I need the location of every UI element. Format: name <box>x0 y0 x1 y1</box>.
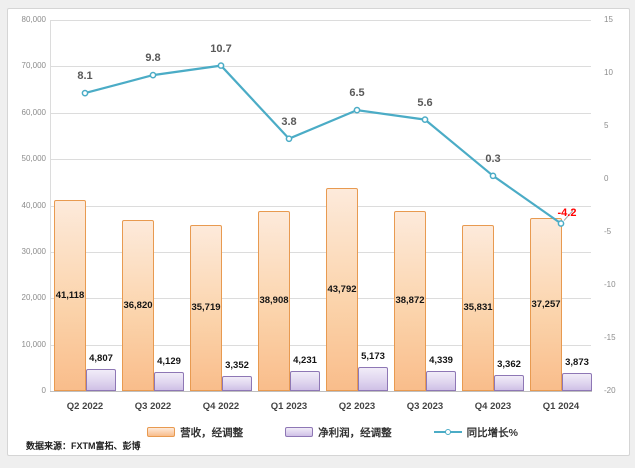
bar-value-label: 3,362 <box>497 359 521 371</box>
revenue-bar <box>122 220 154 391</box>
bar-value-label: 35,719 <box>191 302 221 314</box>
right-axis-tick: -10 <box>604 280 616 289</box>
revenue-bar <box>530 218 562 391</box>
legend-item-net-profit: 净利润，经调整 <box>285 425 392 440</box>
right-axis-tick: 0 <box>604 174 609 183</box>
bar-value-label: 41,118 <box>55 289 85 301</box>
net-profit-bar <box>290 371 320 391</box>
gridline <box>50 66 591 68</box>
bar-value-label: 38,872 <box>395 294 425 306</box>
gridline <box>50 298 591 300</box>
x-axis-label: Q4 2023 <box>474 401 512 412</box>
right-axis-tick: 10 <box>604 68 613 77</box>
revenue-bar <box>394 210 426 391</box>
chart-frame: 80,000 70,000 60,000 50,000 40,000 30,000 20,0… <box>7 8 630 456</box>
legend-item-yoy-growth: 同比增长% <box>433 425 518 440</box>
net-profit-bar <box>426 370 456 391</box>
yoy-value-label: 8.1 <box>77 70 93 83</box>
yoy-marker <box>421 116 429 123</box>
bar-value-label: 3,352 <box>225 359 249 371</box>
legend: 营收，经调整 净利润，经调整 同比增长% <box>8 424 629 440</box>
left-axis-line <box>50 20 51 391</box>
yoy-value-label: 6.5 <box>349 87 365 100</box>
yoy-marker <box>489 172 497 180</box>
right-axis-tick: 5 <box>604 121 609 130</box>
bar-value-label: 5,173 <box>361 351 385 362</box>
bar-value-label: 36,820 <box>123 299 153 311</box>
bar-value-label: 3,873 <box>565 357 589 368</box>
left-axis-tick: 40,000 <box>21 200 46 210</box>
net-profit-bar <box>222 375 252 391</box>
yoy-line-marker-icon <box>433 427 462 437</box>
bar-value-label: 4,129 <box>157 355 181 367</box>
bar-value-label: 4,807 <box>89 352 113 364</box>
x-axis-label: Q2 2023 <box>338 401 376 412</box>
yoy-line <box>84 64 562 225</box>
net-profit-bar <box>86 368 116 391</box>
left-axis-tick: 10,000 <box>21 339 46 349</box>
x-axis-label: Q1 2024 <box>542 401 580 412</box>
left-axis-tick: 50,000 <box>21 154 46 164</box>
source-note: 数据来源：FXTM富拓、彭博 <box>26 441 141 451</box>
gridline <box>50 20 591 21</box>
bar-value-label: 37,257 <box>531 298 561 310</box>
left-axis-tick: 80,000 <box>21 15 46 24</box>
net-profit-bar <box>494 375 524 391</box>
left-axis-tick: 30,000 <box>21 246 46 256</box>
yoy-value-label: 9.8 <box>145 52 161 65</box>
yoy-marker <box>81 89 89 97</box>
net-profit-bar <box>562 373 592 391</box>
yoy-value-label: 5.6 <box>417 96 433 109</box>
right-axis-tick: -15 <box>604 333 616 342</box>
left-axis-tick: 70,000 <box>21 61 46 71</box>
net-profit-swatch-icon <box>285 427 314 437</box>
gridline <box>50 251 591 253</box>
legend-item-revenue: 营收，经调整 <box>147 425 243 440</box>
x-axis-label: Q3 2023 <box>406 401 444 412</box>
bar-value-label: 4,339 <box>429 354 453 366</box>
legend-label-revenue: 营收，经调整 <box>180 426 244 439</box>
revenue-swatch-icon <box>147 427 176 437</box>
bar-value-label: 35,831 <box>463 301 493 313</box>
right-axis-tick: -20 <box>604 386 616 395</box>
x-axis-label: Q1 2023 <box>270 401 308 412</box>
right-axis-tick: -5 <box>604 227 612 236</box>
net-profit-bar <box>358 367 388 391</box>
gridline <box>50 344 591 346</box>
gridline <box>50 205 591 207</box>
revenue-bar <box>258 210 290 391</box>
left-axis-tick: 0 <box>41 386 46 395</box>
yoy-marker <box>285 135 293 143</box>
legend-label-net-profit: 净利润，经调整 <box>318 426 392 439</box>
x-axis-label: Q4 2022 <box>202 401 240 412</box>
legend-label-yoy-growth: 同比增长% <box>466 426 518 439</box>
revenue-bar <box>190 225 222 391</box>
net-profit-bar <box>154 371 184 391</box>
gridline <box>50 112 591 114</box>
left-axis-tick: 20,000 <box>21 293 46 303</box>
bar-value-label: 4,231 <box>293 355 317 367</box>
revenue-bar <box>462 224 494 391</box>
yoy-value-label: 0.3 <box>485 152 501 165</box>
yoy-marker <box>149 71 157 79</box>
revenue-bar <box>54 200 86 391</box>
right-axis-tick: 15 <box>604 15 613 24</box>
left-axis-tick: 60,000 <box>21 107 46 117</box>
yoy-value-label: 10.7 <box>210 42 232 55</box>
x-axis-label: Q3 2022 <box>134 401 172 412</box>
yoy-value-label: 3.8 <box>281 115 297 128</box>
yoy-value-label: -4.2 <box>557 206 577 219</box>
x-axis-line <box>50 391 592 392</box>
x-axis-label: Q2 2022 <box>66 401 104 412</box>
bar-value-label: 43,792 <box>327 283 357 295</box>
bar-value-label: 38,908 <box>259 294 289 306</box>
